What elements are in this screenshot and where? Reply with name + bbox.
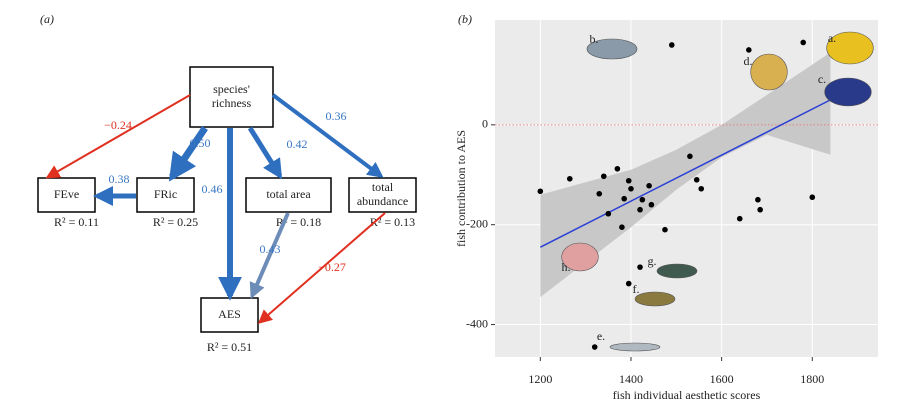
fish-label: b.: [590, 32, 599, 46]
path-coefficient: 0.36: [326, 109, 347, 123]
path-coefficient: 0.38: [109, 172, 130, 186]
data-point: [637, 264, 643, 270]
data-point: [537, 188, 544, 195]
path-arrow: [247, 126, 283, 180]
fish-label: e.: [597, 329, 605, 343]
y-tick-label: -200: [466, 216, 488, 230]
node-box: [136, 177, 195, 213]
path-arrow: [271, 93, 384, 178]
data-point: [668, 42, 675, 48]
r-squared: R² = 0.11: [54, 215, 99, 229]
x-tick-label: 1400: [619, 372, 643, 386]
fish-label: c.: [818, 72, 826, 86]
x-tick-label: 1800: [800, 372, 824, 386]
fish-label: d.: [744, 54, 753, 68]
node-label: AES: [218, 307, 241, 321]
fish-label: a.: [828, 31, 836, 45]
data-point: [600, 173, 607, 180]
node-label: total abundance: [357, 180, 408, 208]
panel-label: (a): [40, 12, 54, 26]
data-point: [809, 194, 816, 201]
path-coefficient: −0.27: [318, 260, 346, 274]
node-box: [189, 66, 274, 128]
path-coefficient: 0.50: [190, 136, 211, 150]
fish-image: [824, 77, 872, 107]
panel-label: (b): [458, 12, 472, 26]
fish-label: f.: [633, 282, 640, 296]
data-point: [800, 39, 807, 46]
data-point: [746, 47, 752, 53]
node-box: [37, 177, 96, 213]
node-box: [348, 177, 417, 213]
fish-label: h.: [562, 260, 571, 274]
node-label: FRic: [154, 187, 177, 201]
r-squared: R² = 0.25: [153, 215, 198, 229]
data-point: [648, 201, 655, 208]
fish-image: [586, 38, 638, 60]
data-point: [698, 185, 705, 192]
fish-image: [750, 53, 788, 91]
fit-line: [539, 99, 831, 248]
data-point: [755, 196, 761, 203]
data-point: [693, 176, 700, 183]
y-tick-label: -400: [466, 316, 488, 330]
fish-image: [634, 291, 676, 307]
fish-image: [561, 242, 599, 272]
path-arrow: [257, 212, 386, 324]
data-point: [628, 185, 634, 192]
fish-image: [656, 263, 698, 279]
y-tick-label: 0: [482, 117, 488, 131]
y-axis-label: fish contribution to AES: [454, 130, 468, 247]
data-point: [625, 177, 632, 184]
data-point: [646, 182, 652, 189]
data-point: [621, 195, 627, 202]
path-coefficient: −0.24: [104, 118, 132, 132]
fish-label: g.: [648, 254, 657, 268]
r-squared: R² = 0.13: [370, 215, 415, 229]
x-tick-label: 1200: [528, 372, 552, 386]
path-arrow: [45, 94, 191, 179]
fish-image: [826, 31, 874, 65]
x-axis-label: fish individual aesthetic scores: [613, 388, 761, 402]
path-coefficient: 0.42: [287, 137, 308, 151]
data-point: [619, 224, 625, 230]
data-point: [566, 175, 573, 182]
data-point: [637, 206, 643, 213]
r-squared: R² = 0.51: [207, 340, 252, 354]
data-point: [757, 206, 763, 213]
node-box: [245, 177, 332, 213]
data-point: [662, 226, 668, 233]
data-point: [591, 344, 598, 350]
data-point: [736, 215, 743, 222]
data-point: [614, 165, 621, 172]
path-arrow: [249, 212, 290, 299]
node-label: FEve: [54, 187, 79, 201]
data-point: [687, 153, 693, 160]
node-label: species' richness: [212, 82, 252, 110]
data-point: [639, 196, 646, 203]
data-point: [605, 210, 612, 217]
data-point: [596, 190, 603, 197]
data-point: [625, 280, 632, 287]
path-coefficient: 0.43: [260, 242, 281, 256]
node-label: total area: [266, 187, 311, 201]
path-arrow: [168, 126, 208, 182]
path-coefficient: 0.46: [202, 182, 223, 196]
x-tick-label: 1600: [710, 372, 734, 386]
fish-image: [609, 342, 661, 352]
confidence-band: [540, 52, 831, 298]
